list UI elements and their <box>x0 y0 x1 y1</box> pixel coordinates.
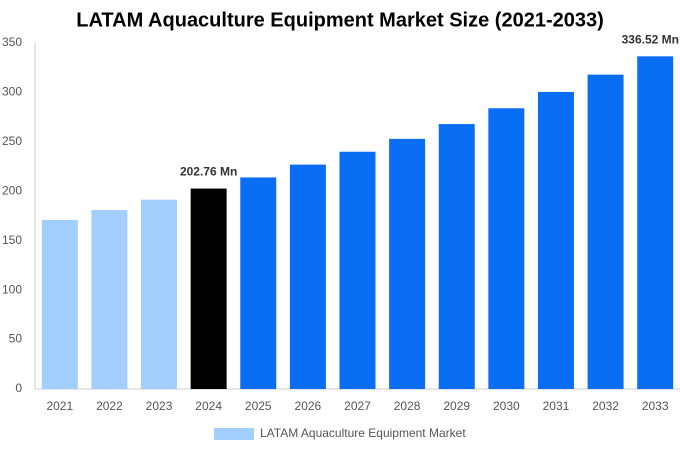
x-tick-label: 2029 <box>443 399 470 413</box>
bar <box>289 164 326 389</box>
y-tick-label: 0 <box>15 381 22 395</box>
x-tick-label: 2023 <box>146 399 173 413</box>
value-label: 202.76 Mn <box>180 165 237 179</box>
bar <box>240 177 277 389</box>
bar <box>488 108 525 389</box>
bar <box>637 56 674 390</box>
x-tick-label: 2030 <box>493 399 520 413</box>
y-tick-label: 350 <box>2 35 22 49</box>
bar <box>537 91 574 389</box>
x-tick-label: 2024 <box>195 399 222 413</box>
bar <box>339 151 376 389</box>
x-tick-label: 2032 <box>592 399 619 413</box>
x-tick-label: 2022 <box>96 399 123 413</box>
x-tick-label: 2033 <box>642 399 669 413</box>
y-tick-label: 50 <box>9 332 23 346</box>
y-tick-label: 100 <box>2 282 22 296</box>
bar <box>438 124 475 389</box>
bar <box>41 219 78 389</box>
bar <box>389 138 426 389</box>
bar <box>91 210 128 389</box>
x-tick-label: 2027 <box>344 399 371 413</box>
bar <box>190 188 227 389</box>
chart-title: LATAM Aquaculture Equipment Market Size … <box>76 9 604 31</box>
legend-swatch <box>214 428 254 440</box>
y-tick-label: 250 <box>2 134 22 148</box>
y-tick-label: 150 <box>2 233 22 247</box>
value-label: 336.52 Mn <box>622 32 679 46</box>
y-tick-label: 300 <box>2 85 22 99</box>
x-tick-label: 2025 <box>245 399 272 413</box>
x-tick-label: 2026 <box>295 399 322 413</box>
legend-label: LATAM Aquaculture Equipment Market <box>260 426 466 440</box>
x-tick-label: 2028 <box>394 399 421 413</box>
bar <box>141 199 178 389</box>
bar <box>587 74 624 390</box>
x-tick-label: 2021 <box>46 399 73 413</box>
y-tick-label: 200 <box>2 183 22 197</box>
x-tick-label: 2031 <box>543 399 570 413</box>
